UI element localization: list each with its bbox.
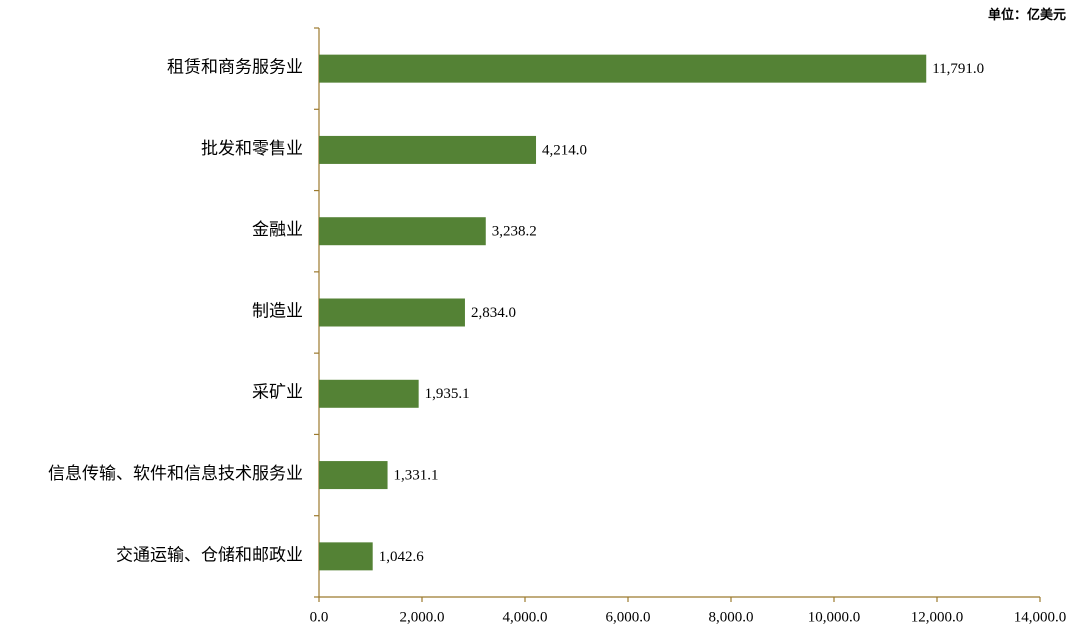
x-tick-label: 0.0 <box>310 609 329 625</box>
bar <box>319 379 419 408</box>
bar <box>319 217 486 246</box>
x-tick-label: 8,000.0 <box>709 609 754 625</box>
x-tick-label: 10,000.0 <box>808 609 861 625</box>
value-label: 3,238.2 <box>492 224 537 240</box>
value-label: 2,834.0 <box>471 305 516 321</box>
value-label: 11,791.0 <box>932 61 984 77</box>
bar <box>319 54 927 83</box>
y-tick-label: 交通运输、仓储和邮政业 <box>116 545 303 564</box>
value-label: 1,331.1 <box>394 468 439 484</box>
bar <box>319 298 465 327</box>
x-tick-label: 4,000.0 <box>503 609 548 625</box>
value-label: 1,935.1 <box>425 386 470 402</box>
y-tick-label: 采矿业 <box>252 383 303 402</box>
x-tick-label: 14,000.0 <box>1014 609 1067 625</box>
value-label: 1,042.6 <box>379 549 425 565</box>
bar <box>319 461 388 490</box>
bar <box>319 135 537 164</box>
bar <box>319 542 373 571</box>
y-tick-label: 租赁和商务服务业 <box>167 58 303 77</box>
x-tick-label: 12,000.0 <box>911 609 964 625</box>
unit-label: 单位：亿美元 <box>988 7 1066 22</box>
x-tick-label: 2,000.0 <box>400 609 445 625</box>
y-tick-label: 制造业 <box>252 301 303 320</box>
y-tick-label: 信息传输、软件和信息技术服务业 <box>48 464 303 483</box>
y-tick-label: 金融业 <box>252 220 303 239</box>
value-label: 4,214.0 <box>542 142 587 158</box>
y-tick-label: 批发和零售业 <box>201 139 303 158</box>
x-tick-label: 6,000.0 <box>606 609 651 625</box>
